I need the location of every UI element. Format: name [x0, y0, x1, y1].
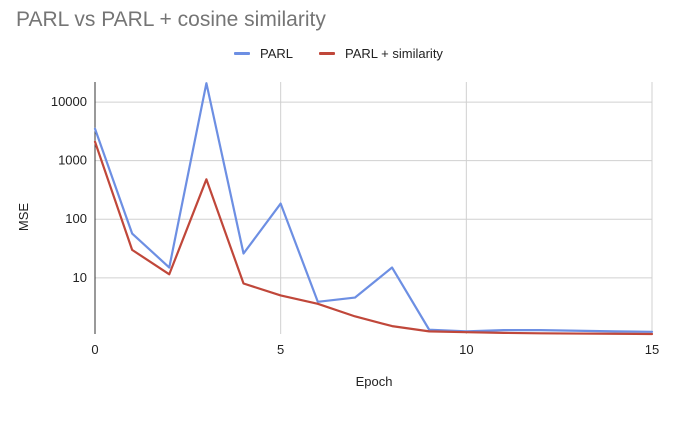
series-line-parl [93, 82, 654, 333]
label-layer: 10 100 1000 10000 0 5 10 15 [51, 94, 659, 357]
legend-item-parl: PARL [234, 46, 293, 61]
legend-swatch-parl-similarity [319, 52, 336, 55]
series-layer [93, 82, 654, 336]
x-tick-label: 10 [459, 342, 473, 357]
chart-title: PARL vs PARL + cosine similarity [16, 8, 326, 31]
legend-swatch-parl [234, 52, 251, 55]
legend-label-parl: PARL [260, 46, 294, 61]
x-tick-label: 5 [277, 342, 284, 357]
legend: PARL PARL + similarity [0, 46, 677, 61]
legend-label-parl-similarity: PARL + similarity [345, 46, 443, 61]
x-axis-title: Epoch [356, 374, 393, 389]
y-tick-label: 10 [73, 270, 87, 285]
y-axis-title: MSE [16, 203, 31, 232]
grid-layer [95, 82, 653, 334]
y-tick-label: 100 [65, 211, 87, 226]
legend-item-parl-similarity: PARL + similarity [319, 46, 443, 61]
y-tick-label: 1000 [58, 153, 87, 168]
x-tick-label: 0 [91, 342, 98, 357]
series-line-parl-similarity [93, 140, 654, 336]
x-tick-label: 15 [645, 342, 659, 357]
y-tick-label: 10000 [51, 94, 87, 109]
